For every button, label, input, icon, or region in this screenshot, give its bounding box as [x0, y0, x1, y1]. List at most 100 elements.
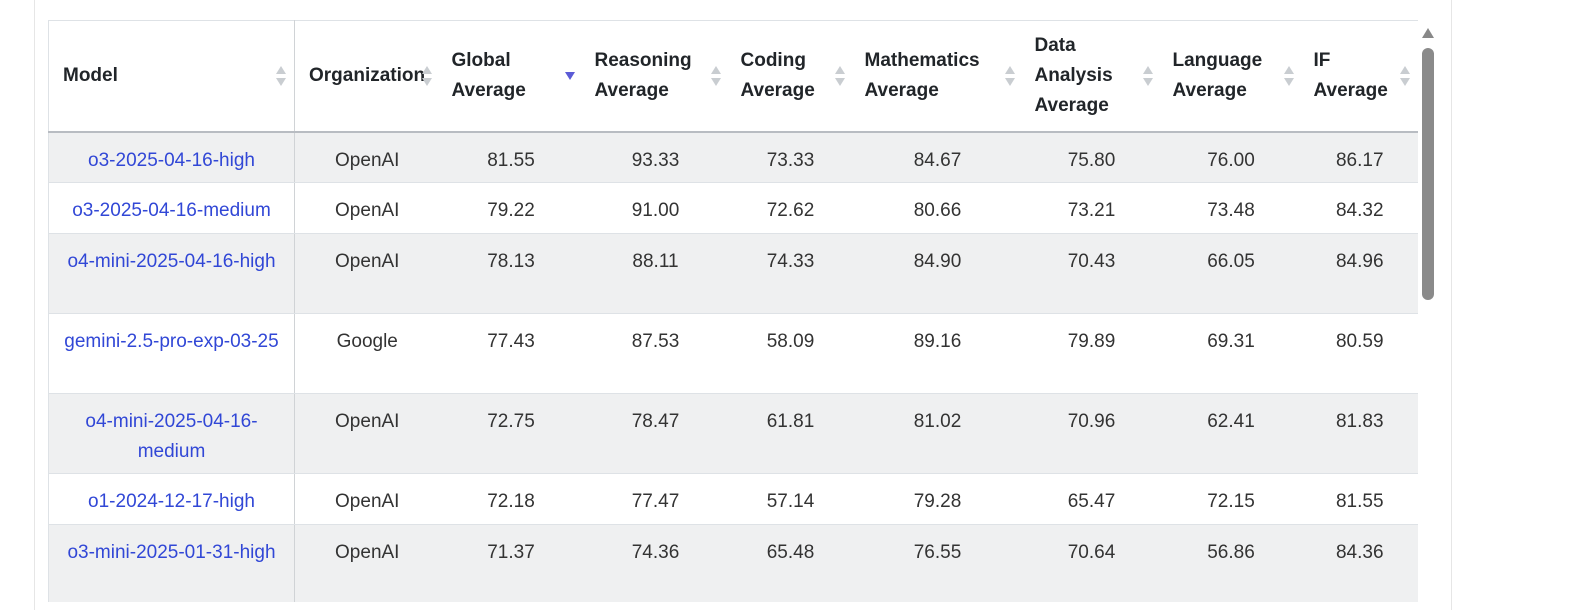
cell-data-analysis: 75.80	[1022, 131, 1161, 183]
table-header: Model Organization Global Average Reasoning A…	[48, 20, 1418, 133]
cell-reasoning: 78.47	[582, 393, 729, 474]
column-header-label: Average	[864, 79, 939, 101]
cell-global: 78.13	[439, 233, 583, 314]
sort-icon[interactable]	[834, 65, 845, 86]
sort-icon[interactable]	[1004, 65, 1015, 86]
leaderboard-table-container: Model Organization Global Average Reasoning A…	[48, 20, 1418, 602]
column-header-label: Data	[1034, 34, 1076, 56]
cell-global: 71.37	[439, 524, 583, 602]
cell-data-analysis: 70.96	[1022, 393, 1161, 474]
cell-if: 84.36	[1301, 524, 1418, 602]
column-header-label: Mathematics	[864, 49, 980, 71]
model-link[interactable]: o3-2025-04-16-medium	[72, 200, 271, 221]
cell-if: 81.55	[1301, 473, 1418, 525]
table-row: o1-2024-12-17-high OpenAI 72.18 77.47 57.14 7…	[48, 473, 1418, 525]
scroll-up-arrow-icon[interactable]	[1422, 28, 1434, 38]
model-link[interactable]: gemini-2.5-pro-exp-03-25	[64, 331, 279, 352]
cell-coding: 57.14	[728, 473, 853, 525]
cell-organization: OpenAI	[294, 131, 440, 183]
cell-mathematics: 79.28	[852, 473, 1023, 525]
leaderboard-table: Model Organization Global Average Reasoning A…	[48, 20, 1418, 602]
table-row: o4-mini-2025-04-16-high OpenAI 78.13 88.11 7…	[48, 233, 1418, 314]
cell-coding: 72.62	[728, 182, 853, 234]
cell-organization: OpenAI	[294, 182, 440, 234]
cell-if: 81.83	[1301, 393, 1418, 474]
sort-icon[interactable]	[421, 65, 432, 86]
sort-icon[interactable]	[710, 65, 721, 86]
column-header-label: Organization	[309, 64, 426, 86]
column-header-label: Average	[1172, 79, 1247, 101]
cell-coding: 73.33	[728, 131, 853, 183]
cell-language: 76.00	[1160, 131, 1302, 183]
cell-reasoning: 91.00	[582, 182, 729, 234]
cell-global: 72.75	[439, 393, 583, 474]
cell-mathematics: 81.02	[852, 393, 1023, 474]
cell-coding: 61.81	[728, 393, 853, 474]
column-header-label: Average	[451, 79, 526, 101]
table-row: o4-mini-2025-04-16-medium OpenAI 72.75 78.4…	[48, 393, 1418, 474]
cell-organization: Google	[294, 313, 440, 394]
table-row: gemini-2.5-pro-exp-03-25 Google 77.43 87.53…	[48, 313, 1418, 394]
sort-icon[interactable]	[1283, 65, 1294, 86]
sort-icon[interactable]	[1400, 65, 1410, 86]
cell-global: 81.55	[439, 131, 583, 183]
table-row: o3-2025-04-16-high OpenAI 81.55 93.33 73.33 8…	[48, 131, 1418, 183]
cell-model: o1-2024-12-17-high	[48, 473, 295, 525]
column-header-reasoning[interactable]: Reasoning Average	[582, 20, 729, 133]
cell-mathematics: 76.55	[852, 524, 1023, 602]
scrollbar-thumb[interactable]	[1422, 48, 1434, 300]
column-header-data-analysis[interactable]: Data Analysis Average	[1022, 20, 1161, 133]
cell-global: 72.18	[439, 473, 583, 525]
cell-organization: OpenAI	[294, 393, 440, 474]
column-header-label: Average	[594, 79, 669, 101]
column-header-label: Model	[63, 64, 118, 86]
table-row: o3-mini-2025-01-31-high OpenAI 71.37 74.36 6…	[48, 524, 1418, 602]
column-header-if[interactable]: IF Average	[1301, 20, 1418, 133]
cell-if: 86.17	[1301, 131, 1418, 183]
column-header-language[interactable]: Language Average	[1160, 20, 1302, 133]
column-header-mathematics[interactable]: Mathematics Average	[852, 20, 1023, 133]
column-header-label: Language	[1172, 49, 1263, 71]
sort-descending-icon[interactable]	[564, 66, 575, 86]
model-link[interactable]: o1-2024-12-17-high	[88, 491, 255, 512]
model-link[interactable]: o3-2025-04-16-high	[88, 149, 255, 171]
cell-model: gemini-2.5-pro-exp-03-25	[48, 313, 295, 394]
column-header-label: Average	[1034, 94, 1109, 116]
cell-language: 56.86	[1160, 524, 1302, 602]
sort-icon[interactable]	[1142, 65, 1153, 86]
cell-coding: 65.48	[728, 524, 853, 602]
cell-model: o4-mini-2025-04-16-high	[48, 233, 295, 314]
cell-data-analysis: 70.64	[1022, 524, 1161, 602]
vertical-scrollbar[interactable]	[1421, 28, 1435, 602]
cell-if: 84.96	[1301, 233, 1418, 314]
column-header-label: IF	[1313, 49, 1331, 71]
table-row: o3-2025-04-16-medium OpenAI 79.22 91.00 72.6…	[48, 182, 1418, 234]
column-header-organization[interactable]: Organization	[294, 20, 440, 133]
model-link[interactable]: o3-mini-2025-01-31-high	[67, 542, 276, 563]
table-body: o3-2025-04-16-high OpenAI 81.55 93.33 73.33 8…	[48, 131, 1418, 602]
cell-language: 62.41	[1160, 393, 1302, 474]
cell-mathematics: 84.67	[852, 131, 1023, 183]
cell-mathematics: 80.66	[852, 182, 1023, 234]
cell-coding: 74.33	[728, 233, 853, 314]
cell-model: o3-2025-04-16-medium	[48, 182, 295, 234]
column-header-label: Analysis	[1034, 64, 1113, 86]
sort-icon[interactable]	[276, 65, 286, 86]
cell-language: 73.48	[1160, 182, 1302, 234]
cell-model: o3-2025-04-16-high	[48, 131, 295, 183]
model-link[interactable]: o4-mini-2025-04-16-high	[67, 251, 276, 272]
cell-data-analysis: 70.43	[1022, 233, 1161, 314]
model-link[interactable]: o4-mini-2025-04-16-medium	[85, 411, 258, 462]
cell-organization: OpenAI	[294, 233, 440, 314]
cell-data-analysis: 79.89	[1022, 313, 1161, 394]
cell-global: 77.43	[439, 313, 583, 394]
cell-mathematics: 84.90	[852, 233, 1023, 314]
cell-organization: OpenAI	[294, 524, 440, 602]
cell-reasoning: 87.53	[582, 313, 729, 394]
cell-language: 72.15	[1160, 473, 1302, 525]
column-header-model[interactable]: Model	[48, 20, 295, 133]
column-header-label: Coding	[740, 49, 806, 71]
cell-reasoning: 74.36	[582, 524, 729, 602]
column-header-global[interactable]: Global Average	[439, 20, 583, 133]
column-header-coding[interactable]: Coding Average	[728, 20, 853, 133]
